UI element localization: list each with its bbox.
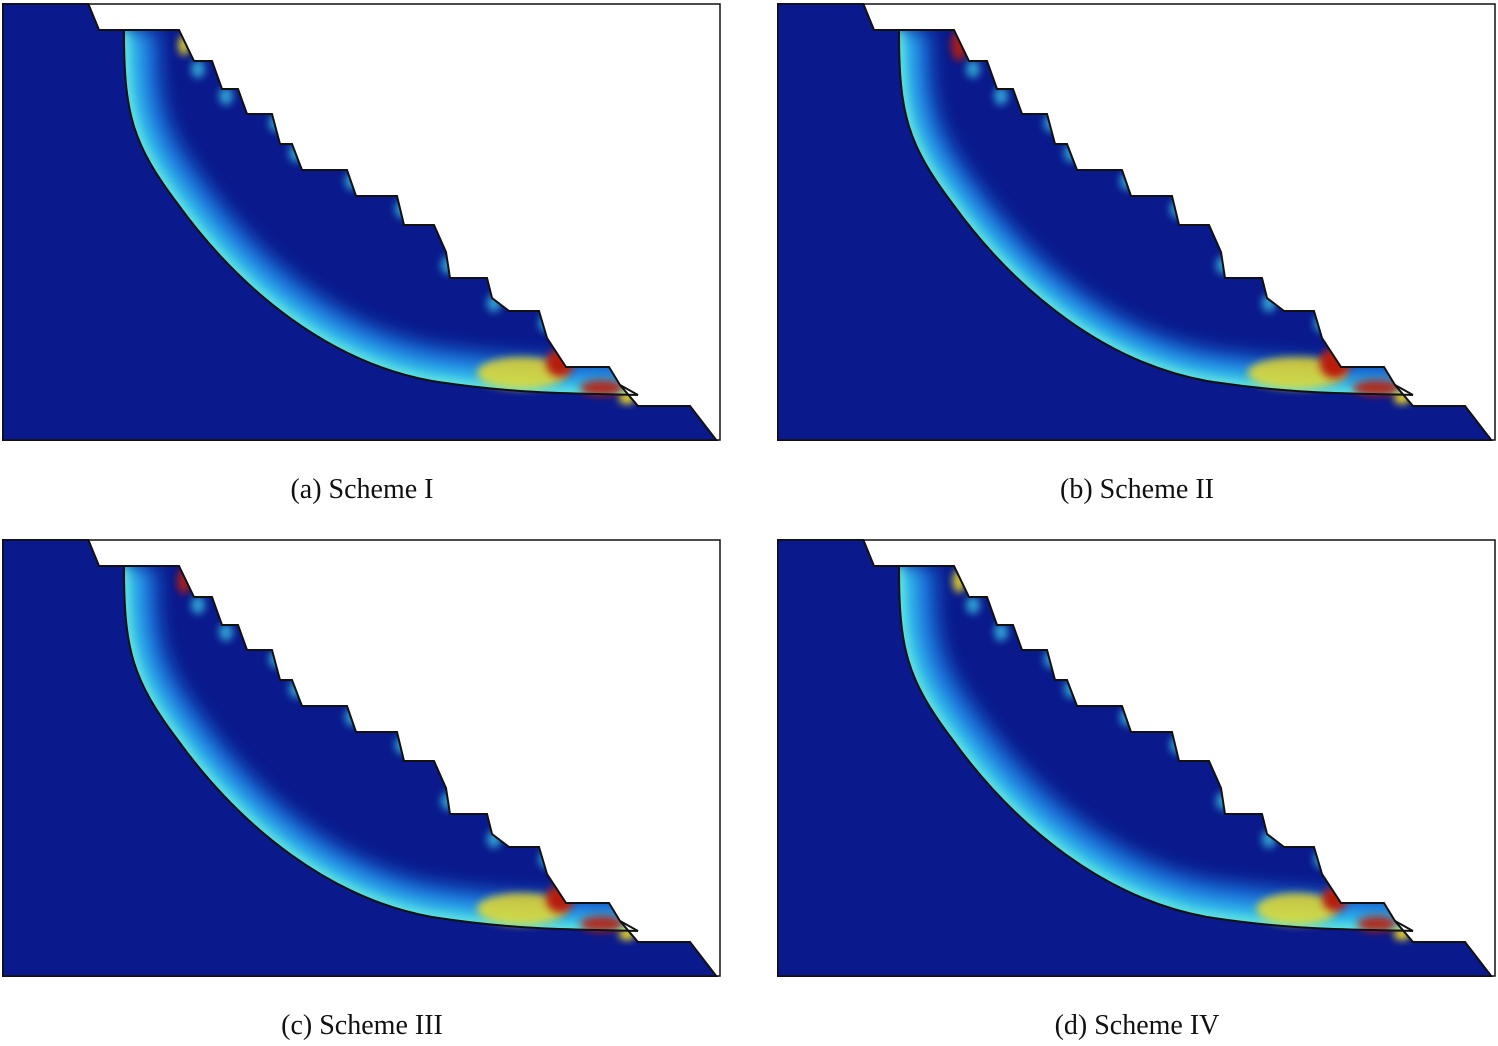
caption-a: (a) Scheme I bbox=[290, 474, 434, 505]
slip-surface-line bbox=[898, 566, 1414, 932]
slip-surface-line bbox=[898, 30, 1414, 396]
slope-contour-plot bbox=[777, 539, 1496, 977]
caption-d: (d) Scheme IV bbox=[1054, 1010, 1220, 1041]
panel-a bbox=[2, 3, 722, 441]
slope-contour-plot bbox=[2, 539, 721, 977]
slip-surface-line bbox=[123, 566, 639, 932]
caption-c: (c) Scheme III bbox=[281, 1010, 443, 1041]
panel-c bbox=[2, 539, 722, 977]
rock-mass-field bbox=[2, 539, 717, 977]
caption-b: (b) Scheme II bbox=[1060, 474, 1214, 505]
rock-mass-field bbox=[2, 3, 717, 441]
slip-surface-line bbox=[123, 30, 639, 396]
rock-mass-field bbox=[777, 3, 1492, 441]
panel-b bbox=[777, 3, 1497, 441]
plot-frame bbox=[777, 539, 1496, 977]
plot-frame bbox=[777, 3, 1496, 441]
plot-frame bbox=[2, 3, 721, 441]
plot-frame bbox=[2, 539, 721, 977]
rock-mass-field bbox=[777, 539, 1492, 977]
panel-d bbox=[777, 539, 1497, 977]
slope-contour-plot bbox=[777, 3, 1496, 441]
slope-contour-plot bbox=[2, 3, 721, 441]
